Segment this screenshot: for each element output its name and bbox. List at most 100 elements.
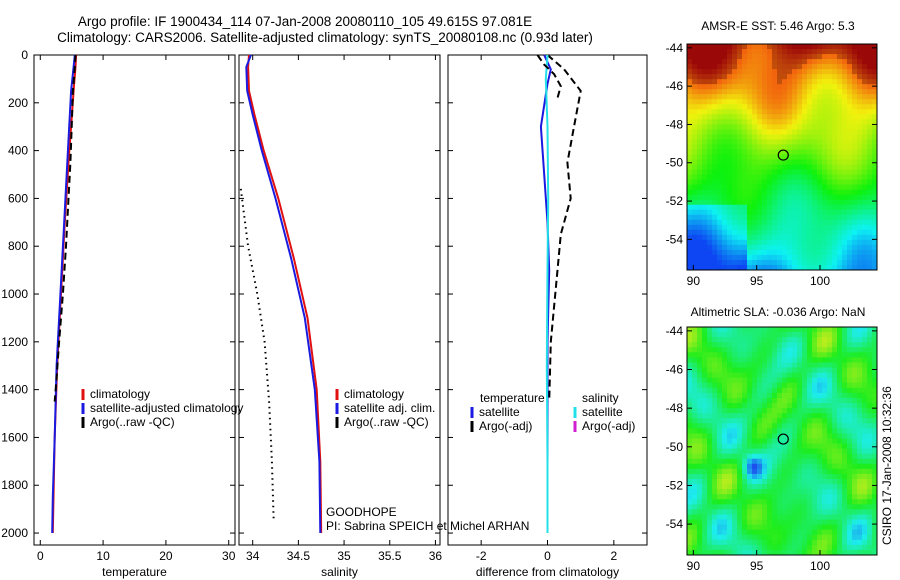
heatmap-cell: [862, 64, 868, 70]
heatmap-cell: [747, 524, 753, 531]
heatmap-cell: [872, 199, 877, 206]
heatmap-cell: [792, 69, 798, 75]
heatmap-cell: [767, 443, 773, 450]
heatmap-cell: [822, 479, 828, 485]
heatmap-cell: [712, 342, 718, 348]
heatmap-cell: [732, 509, 738, 516]
heatmap-cell: [727, 438, 733, 445]
heatmap-cell: [782, 519, 788, 526]
heatmap-cell: [792, 219, 798, 226]
heatmap-cell: [857, 514, 863, 521]
heatmap-cell: [722, 194, 728, 201]
heatmap-cell: [747, 119, 753, 125]
heatmap-cell: [787, 499, 793, 505]
heatmap-cell: [867, 342, 873, 348]
heatmap-cell: [797, 179, 803, 186]
heatmap-cell: [867, 259, 873, 266]
heatmap-cell: [757, 347, 763, 353]
heatmap-cell: [822, 387, 828, 394]
heatmap-cell: [797, 479, 803, 485]
heatmap-cell: [827, 352, 833, 358]
heatmap-cell: [787, 114, 793, 120]
heatmap-cell: [822, 114, 828, 120]
heatmap-cell: [707, 144, 713, 151]
heatmap-cell: [757, 234, 763, 241]
heatmap-cell: [797, 209, 803, 216]
heatmap-cell: [842, 89, 848, 95]
heatmap-cell: [867, 189, 873, 196]
heatmap-cell: [772, 352, 778, 358]
heatmap-cell: [747, 64, 753, 70]
heatmap-cell: [747, 433, 753, 440]
heatmap-cell: [792, 159, 798, 166]
y-tick-label: -48: [666, 401, 684, 415]
heatmap-cell: [747, 74, 753, 80]
heatmap-cell: [832, 514, 838, 521]
heatmap-cell: [857, 494, 863, 500]
heatmap-cell: [842, 264, 848, 270]
heatmap-cell: [712, 94, 718, 100]
heatmap-cell: [837, 99, 843, 105]
heatmap-cell: [767, 124, 773, 130]
heatmap-cell: [687, 529, 693, 536]
heatmap-cell: [807, 209, 813, 216]
heatmap-cell: [687, 49, 693, 55]
heatmap-cell: [847, 69, 853, 75]
heatmap-cell: [717, 453, 723, 460]
heatmap-cell: [732, 544, 738, 551]
heatmap-cell: [747, 59, 753, 65]
heatmap-cell: [792, 244, 798, 251]
heatmap-cell: [732, 199, 738, 206]
heatmap-cell: [777, 174, 783, 181]
heatmap-cell: [757, 387, 763, 394]
heatmap-cell: [772, 408, 778, 414]
heatmap-cell: [697, 372, 703, 379]
heatmap-cell: [772, 544, 778, 551]
heatmap-cell: [827, 514, 833, 521]
heatmap-cell: [687, 413, 693, 419]
heatmap-cell: [797, 544, 803, 551]
heatmap-cell: [782, 89, 788, 95]
heatmap-cell: [837, 524, 843, 531]
heatmap-cell: [692, 499, 698, 505]
heatmap-cell: [857, 428, 863, 434]
heatmap-cell: [732, 489, 738, 495]
heatmap-cell: [712, 194, 718, 201]
heatmap-cell: [787, 463, 793, 470]
heatmap-cell: [807, 357, 813, 364]
heatmap-cell: [862, 357, 868, 364]
heatmap-cell: [817, 204, 823, 211]
heatmap-cell: [732, 124, 738, 130]
heatmap-cell: [797, 154, 803, 161]
heatmap-cell: [767, 69, 773, 75]
heatmap-cell: [687, 164, 693, 171]
legend-label: climatology: [344, 387, 404, 401]
heatmap-cell: [822, 413, 828, 419]
heatmap-cell: [872, 94, 877, 100]
heatmap-cell: [842, 468, 848, 475]
heatmap-cell: [802, 448, 808, 455]
heatmap-cell: [832, 89, 838, 95]
heatmap-cell: [862, 327, 868, 333]
heatmap-cell: [697, 139, 703, 146]
heatmap-cell: [692, 448, 698, 455]
heatmap-cell: [857, 204, 863, 211]
heatmap-cell: [797, 453, 803, 460]
heatmap-cell: [837, 352, 843, 358]
heatmap-cell: [762, 54, 768, 60]
heatmap-cell: [782, 144, 788, 151]
heatmap-cell: [827, 504, 833, 510]
heatmap-cell: [717, 443, 723, 450]
heatmap-cell: [807, 479, 813, 485]
heatmap-cell: [832, 413, 838, 419]
heatmap-cell: [772, 438, 778, 445]
heatmap-cell: [732, 49, 738, 55]
heatmap-cell: [827, 372, 833, 379]
heatmap-cell: [797, 219, 803, 226]
heatmap-cell: [737, 463, 743, 470]
heatmap-cell: [807, 433, 813, 440]
heatmap-cell: [687, 342, 693, 348]
heatmap-cell: [827, 418, 833, 424]
heatmap-cell: [837, 239, 843, 246]
heatmap-cell: [862, 239, 868, 246]
